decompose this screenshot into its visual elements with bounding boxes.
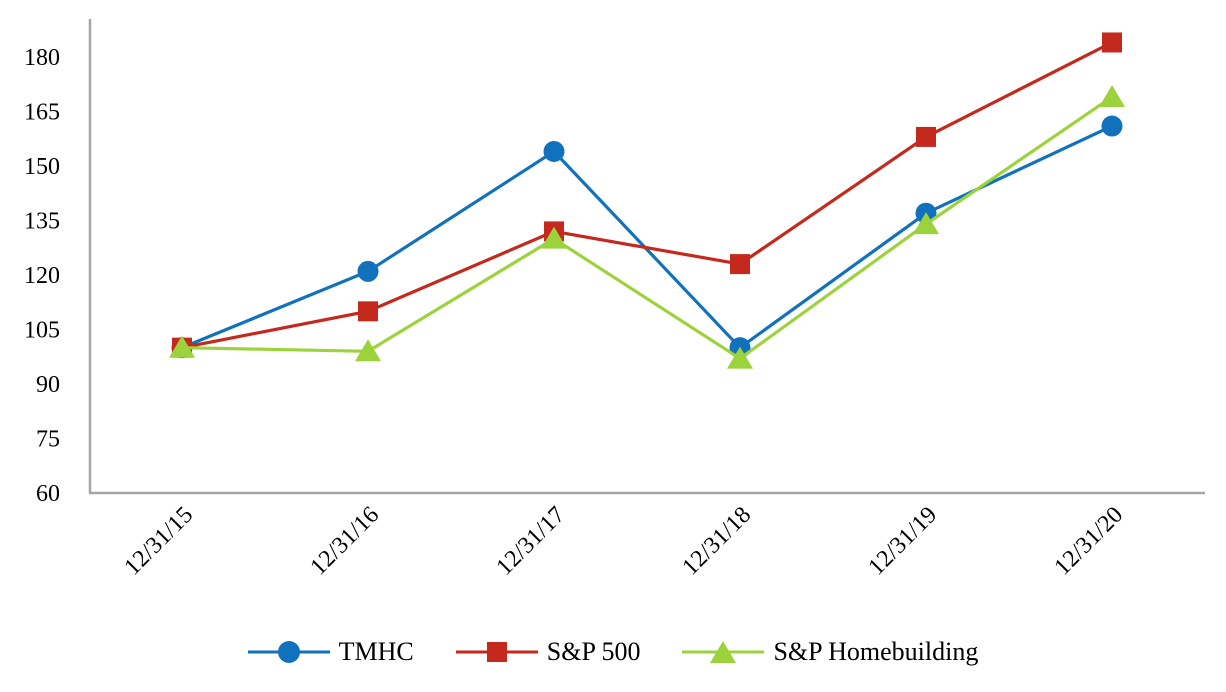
data-point-circle bbox=[357, 260, 379, 282]
data-point-square bbox=[358, 301, 378, 322]
data-point-triangle bbox=[727, 346, 753, 369]
data-point-circle bbox=[1101, 115, 1123, 137]
circle-marker-icon bbox=[277, 641, 300, 663]
x-axis-tick-label: 12/31/20 bbox=[1050, 502, 1129, 581]
data-point-square bbox=[916, 126, 936, 147]
triangle-marker-icon bbox=[710, 641, 737, 663]
data-point-triangle bbox=[355, 339, 381, 362]
legend-label-sp-homebuilding: S&P Homebuilding bbox=[773, 637, 979, 666]
y-axis-tick-label: 135 bbox=[24, 209, 60, 235]
data-point-triangle bbox=[541, 226, 567, 249]
y-axis-tick-label: 60 bbox=[36, 481, 60, 507]
x-axis-tick-label: 12/31/18 bbox=[678, 502, 757, 581]
x-axis-tick-label: 12/31/17 bbox=[492, 502, 571, 581]
legend-item-sp-homebuilding: S&P Homebuilding bbox=[682, 637, 978, 667]
data-point-triangle bbox=[913, 212, 939, 235]
legend-label-sp500: S&P 500 bbox=[546, 637, 641, 666]
x-axis-tick-label: 12/31/19 bbox=[864, 502, 943, 581]
square-marker-icon bbox=[486, 642, 507, 662]
x-axis-tick-label: 12/31/16 bbox=[306, 502, 385, 581]
data-point-triangle bbox=[1099, 84, 1125, 107]
legend-swatch-sp-homebuilding bbox=[682, 639, 765, 665]
data-point-circle bbox=[543, 140, 565, 162]
y-axis-tick-label: 75 bbox=[36, 427, 60, 453]
x-axis-tick-label: 12/31/15 bbox=[120, 502, 199, 581]
legend-label-tmhc: TMHC bbox=[338, 637, 414, 666]
chart-legend: TMHC S&P 500 S&P Homebuilding bbox=[0, 629, 1226, 675]
y-axis-tick-label: 165 bbox=[24, 100, 60, 126]
legend-item-sp500: S&P 500 bbox=[455, 637, 641, 667]
y-axis-tick-label: 180 bbox=[24, 45, 60, 71]
y-axis-tick-label: 150 bbox=[24, 154, 60, 180]
y-axis-tick-label: 90 bbox=[36, 372, 60, 398]
y-axis-tick-label: 120 bbox=[24, 263, 60, 289]
data-point-triangle bbox=[169, 335, 195, 358]
y-axis-tick-label: 105 bbox=[24, 318, 60, 344]
series-line-tmhc bbox=[181, 124, 1113, 350]
legend-item-tmhc: TMHC bbox=[247, 637, 414, 667]
series-line-s-p-homebuilding bbox=[181, 95, 1113, 361]
series-line-s-p-500 bbox=[181, 41, 1113, 350]
data-point-square bbox=[730, 254, 750, 275]
legend-swatch-sp500 bbox=[455, 639, 538, 665]
legend-swatch-tmhc bbox=[247, 639, 330, 665]
data-point-square bbox=[1102, 32, 1122, 53]
